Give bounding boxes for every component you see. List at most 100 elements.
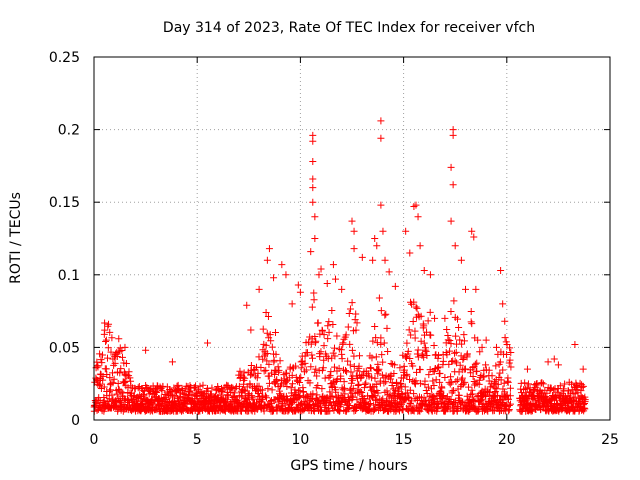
data-point bbox=[253, 374, 261, 382]
data-point bbox=[460, 354, 468, 362]
data-point bbox=[208, 384, 216, 392]
data-point bbox=[373, 339, 381, 347]
data-point bbox=[313, 391, 321, 399]
data-point bbox=[333, 375, 341, 383]
data-point bbox=[298, 405, 306, 413]
data-point bbox=[366, 364, 374, 372]
data-point bbox=[292, 395, 300, 403]
data-point bbox=[402, 354, 410, 362]
data-point bbox=[230, 400, 238, 408]
data-point bbox=[158, 387, 166, 395]
data-point bbox=[322, 396, 330, 404]
data-point bbox=[468, 386, 476, 394]
data-point bbox=[450, 387, 458, 395]
data-point bbox=[287, 400, 295, 408]
data-point bbox=[99, 351, 107, 359]
data-point bbox=[106, 387, 114, 395]
data-point bbox=[104, 344, 112, 352]
data-point bbox=[288, 300, 296, 308]
data-point bbox=[426, 271, 434, 279]
data-point bbox=[262, 341, 270, 349]
data-point bbox=[383, 387, 391, 395]
data-point bbox=[405, 326, 413, 334]
data-point bbox=[106, 328, 114, 336]
data-point bbox=[457, 256, 465, 264]
data-point bbox=[301, 359, 309, 367]
data-point bbox=[396, 364, 404, 372]
data-point bbox=[406, 386, 414, 394]
data-point bbox=[93, 362, 101, 370]
data-point bbox=[333, 332, 341, 340]
data-point bbox=[342, 331, 350, 339]
data-point bbox=[339, 339, 347, 347]
data-point bbox=[168, 358, 176, 366]
data-point bbox=[531, 401, 539, 409]
data-point bbox=[384, 398, 392, 406]
data-point bbox=[308, 303, 316, 311]
data-point bbox=[417, 312, 425, 320]
data-point bbox=[361, 381, 369, 389]
data-point bbox=[262, 366, 270, 374]
data-point bbox=[462, 285, 470, 293]
data-point bbox=[300, 368, 308, 376]
data-point bbox=[373, 396, 381, 404]
data-point bbox=[355, 362, 363, 370]
data-point bbox=[296, 288, 304, 296]
data-point bbox=[377, 117, 385, 125]
data-point bbox=[372, 353, 380, 361]
data-point bbox=[247, 361, 255, 369]
data-point bbox=[353, 396, 361, 404]
data-point bbox=[152, 393, 160, 401]
data-point bbox=[255, 382, 263, 390]
data-point bbox=[443, 326, 451, 334]
data-point bbox=[321, 374, 329, 382]
data-point bbox=[263, 357, 271, 365]
data-point bbox=[199, 381, 207, 389]
data-point bbox=[403, 372, 411, 380]
data-point bbox=[120, 378, 128, 386]
data-point bbox=[410, 390, 418, 398]
data-point bbox=[473, 359, 481, 367]
data-point bbox=[456, 336, 464, 344]
data-point bbox=[327, 392, 335, 400]
data-point bbox=[364, 406, 372, 414]
data-point bbox=[576, 397, 584, 405]
data-point bbox=[267, 337, 275, 345]
data-point bbox=[241, 387, 249, 395]
data-point bbox=[102, 336, 110, 344]
x-tick-label: 10 bbox=[291, 432, 309, 448]
data-point bbox=[309, 390, 317, 398]
data-point bbox=[320, 342, 328, 350]
data-point bbox=[350, 227, 358, 235]
data-point bbox=[213, 395, 221, 403]
data-point bbox=[406, 249, 414, 257]
data-point bbox=[374, 360, 382, 368]
data-point bbox=[248, 370, 256, 378]
data-point bbox=[374, 400, 382, 408]
data-point bbox=[466, 398, 474, 406]
data-point bbox=[121, 343, 129, 351]
data-point bbox=[157, 400, 165, 408]
data-point bbox=[243, 396, 251, 404]
data-point bbox=[556, 400, 564, 408]
data-point bbox=[459, 355, 467, 363]
data-point bbox=[282, 271, 290, 279]
data-point bbox=[413, 304, 421, 312]
data-point bbox=[417, 337, 425, 345]
data-point bbox=[452, 348, 460, 356]
data-point bbox=[236, 367, 244, 375]
data-point bbox=[411, 327, 419, 335]
data-point bbox=[413, 368, 421, 376]
data-point bbox=[118, 353, 126, 361]
data-point bbox=[371, 322, 379, 330]
data-point bbox=[504, 395, 512, 403]
data-point bbox=[110, 375, 118, 383]
data-point bbox=[246, 401, 254, 409]
data-point bbox=[523, 365, 531, 373]
x-tick-label: 0 bbox=[90, 432, 99, 448]
data-point bbox=[103, 354, 111, 362]
data-point bbox=[246, 371, 254, 379]
data-point bbox=[446, 380, 454, 388]
data-point bbox=[447, 395, 455, 403]
data-point bbox=[233, 405, 241, 413]
